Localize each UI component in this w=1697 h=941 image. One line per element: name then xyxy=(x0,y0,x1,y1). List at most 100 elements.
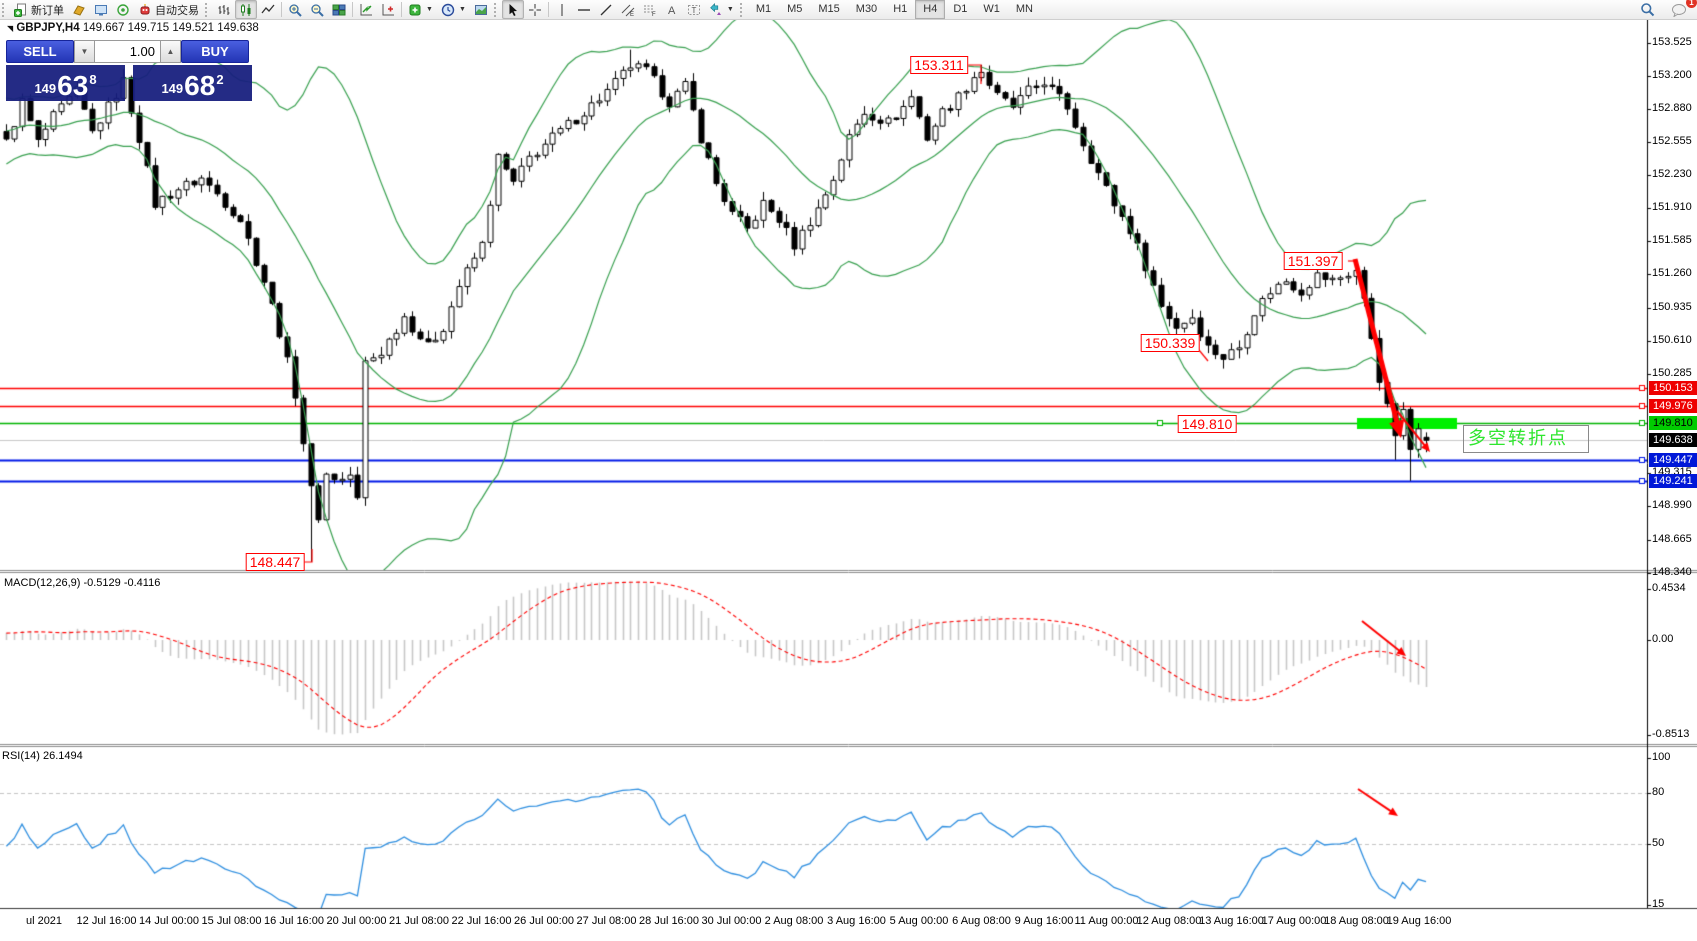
chevron-down-icon: ▼ xyxy=(458,6,466,13)
buy-price-big: 68 xyxy=(184,70,216,101)
line-chart-button[interactable] xyxy=(257,0,279,19)
timeframe-M1[interactable]: M1 xyxy=(755,3,772,15)
equidistant-channel-button[interactable]: E xyxy=(617,0,639,19)
timeframe-M5[interactable]: M5 xyxy=(787,3,803,15)
horizontal-line-button[interactable] xyxy=(573,0,595,19)
indicator-add-button[interactable] xyxy=(377,0,399,19)
ohlc-high: 149.715 xyxy=(127,22,170,34)
buy-price-quote[interactable]: 149 68 2 xyxy=(133,65,252,101)
new-order-icon xyxy=(14,3,26,17)
chevron-down-icon: ▼ xyxy=(426,6,433,13)
timeframe-M30[interactable]: M30 xyxy=(855,3,878,15)
notifications-button[interactable]: 1 xyxy=(1667,0,1697,19)
arrows-icon xyxy=(710,2,721,15)
crosshair-icon xyxy=(528,3,541,16)
text-icon: A xyxy=(668,5,676,17)
sell-price-big: 63 xyxy=(57,70,89,101)
market-watch-icon xyxy=(95,4,107,15)
ohlc-open: 149.667 xyxy=(82,22,125,34)
arrows-button[interactable]: ▼ xyxy=(705,0,738,19)
svg-text:A: A xyxy=(668,5,676,17)
volume-input[interactable] xyxy=(95,40,160,63)
volume-increase-button[interactable]: ▲ xyxy=(160,40,181,63)
one-click-trading-panel: SELL ▼ ▲ BUY 149 63 8 149 68 2 xyxy=(6,40,252,101)
new-order-button[interactable]: 新订单 xyxy=(10,0,68,19)
auto-trading-label: 自动交易 xyxy=(155,4,199,17)
symbol-period: GBPJPY,H4 xyxy=(16,22,80,34)
equidistant-channel-icon: E xyxy=(621,4,635,17)
sell-price-quote[interactable]: 149 63 8 xyxy=(6,65,125,101)
text-button[interactable]: A xyxy=(661,0,683,19)
new-order-label: 新订单 xyxy=(31,4,64,17)
line-chart-icon xyxy=(261,4,275,13)
chart-ohlc-header: ◥ GBPJPY,H4 149.667 149.715 149.521 149.… xyxy=(7,22,259,34)
objects-add-icon xyxy=(409,4,421,15)
sell-price-sup: 8 xyxy=(89,72,97,87)
toolbar-grip[interactable] xyxy=(2,2,8,17)
period-clock-icon xyxy=(441,3,455,16)
candlestick-chart-button[interactable] xyxy=(235,0,257,19)
notification-count-badge: 1 xyxy=(1686,0,1697,8)
svg-text:F: F xyxy=(652,12,656,17)
timeframe-H1[interactable]: H1 xyxy=(893,3,908,15)
indicator-add-icon xyxy=(382,3,394,15)
cursor-button[interactable] xyxy=(501,0,524,19)
fibonacci-button[interactable]: F xyxy=(639,0,661,19)
chevron-down-icon: ▼ xyxy=(726,6,734,13)
timeframe-MN[interactable]: MN xyxy=(1015,3,1033,15)
bar-chart-button[interactable] xyxy=(213,0,235,19)
period-clock-button[interactable]: ▼ xyxy=(437,0,470,19)
timeframe-group: M1 M5 M15 M30 H1 H4 D1 W1 MN xyxy=(748,0,1041,19)
trendline-button[interactable] xyxy=(595,0,617,19)
toolbar-grip[interactable] xyxy=(493,2,500,17)
zoom-out-icon xyxy=(311,3,324,17)
horizontal-line-icon xyxy=(577,8,590,11)
ohlc-close: 149.638 xyxy=(217,22,259,34)
chart-profile-button[interactable] xyxy=(68,0,90,19)
svg-text:T: T xyxy=(691,6,696,15)
timeframe-W1[interactable]: W1 xyxy=(983,3,1000,15)
toolbar-grip[interactable] xyxy=(205,2,211,17)
timeframe-M15[interactable]: M15 xyxy=(818,3,840,15)
buy-price-sup: 2 xyxy=(216,72,224,87)
zoom-in-icon xyxy=(289,3,302,17)
auto-trading-icon xyxy=(140,3,150,14)
signals-button[interactable] xyxy=(112,0,134,19)
chart-image-button[interactable] xyxy=(470,0,492,19)
signals-icon xyxy=(117,3,129,16)
indicators-button[interactable] xyxy=(355,0,377,19)
crosshair-button[interactable] xyxy=(524,0,546,19)
auto-trading-button[interactable]: 自动交易 xyxy=(134,0,203,19)
objects-add-button[interactable]: ▼ xyxy=(404,0,437,19)
toolbar: 新订单 自动交易 xyxy=(0,0,1697,20)
tile-windows-icon xyxy=(332,4,346,15)
chart-profile-icon xyxy=(73,4,85,16)
timeframe-D1[interactable]: D1 xyxy=(953,3,968,15)
bar-chart-icon xyxy=(218,4,230,15)
fibonacci-icon: F xyxy=(643,5,656,17)
timeframe-H4[interactable]: H4 xyxy=(915,0,946,19)
text-label-button[interactable]: T xyxy=(683,0,705,19)
notifications-icon xyxy=(1672,3,1686,17)
cursor-icon xyxy=(509,3,517,16)
toolbar-grip[interactable] xyxy=(739,2,746,17)
buy-button[interactable]: BUY xyxy=(181,40,249,63)
market-watch-button[interactable] xyxy=(90,0,112,19)
vertical-line-button[interactable] xyxy=(551,0,573,19)
zoom-out-button[interactable] xyxy=(306,0,328,19)
vertical-line-icon xyxy=(561,3,563,16)
text-label-icon: T xyxy=(687,4,700,15)
search-button[interactable] xyxy=(1636,0,1659,19)
sell-price-prefix: 149 xyxy=(34,81,57,96)
zoom-in-button[interactable] xyxy=(284,0,306,19)
volume-decrease-button[interactable]: ▼ xyxy=(74,40,95,63)
sell-button[interactable]: SELL xyxy=(6,40,74,63)
svg-text:E: E xyxy=(630,12,634,17)
trendline-icon xyxy=(600,4,612,15)
search-icon xyxy=(1641,3,1655,17)
tile-windows-button[interactable] xyxy=(328,0,350,19)
ohlc-low: 149.521 xyxy=(172,22,214,34)
candlestick-chart-icon xyxy=(241,3,251,16)
